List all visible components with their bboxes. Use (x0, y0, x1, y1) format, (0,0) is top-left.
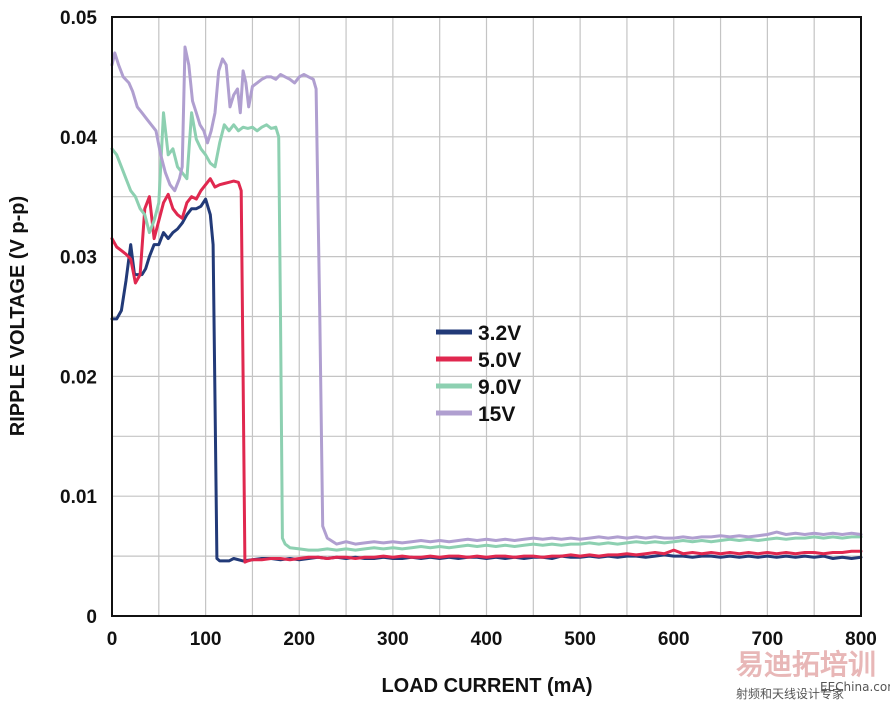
grid (112, 17, 861, 616)
x-tick-label: 700 (752, 629, 784, 650)
y-tick-label: 0.05 (60, 8, 97, 29)
x-tick-label: 800 (845, 629, 877, 650)
x-tick-label: 200 (283, 629, 315, 650)
y-axis-title: RIPPLE VOLTAGE (V p-p) (7, 196, 29, 436)
series-line-9.0V (110, 111, 863, 552)
watermark: 易迪拓培训 EEChina.com 射频和天线设计专家 (736, 648, 890, 701)
series-line-5.0V (110, 177, 863, 564)
legend-label: 15V (478, 403, 515, 426)
x-tick-label: 400 (471, 629, 503, 650)
x-tick-label: 600 (658, 629, 690, 650)
y-tick-label: 0.04 (60, 128, 97, 149)
y-tick-label: 0.02 (60, 367, 97, 388)
y-tick-labels: 0 0.01 0.02 0.03 0.04 0.05 (60, 8, 97, 628)
series-lines (110, 45, 863, 564)
legend-label: 5.0V (478, 349, 521, 372)
plot-frame (111, 16, 862, 617)
y-tick-label: 0.03 (60, 248, 97, 269)
x-tick-label: 300 (377, 629, 409, 650)
legend-label: 3.2V (478, 322, 521, 345)
series-line-15V (110, 45, 863, 546)
y-tick-label: 0.01 (60, 487, 97, 508)
x-tick-label: 500 (564, 629, 596, 650)
watermark-site-text: EEChina.com (820, 680, 890, 694)
watermark-main-text: 易迪拓培训 (736, 648, 876, 681)
x-tick-labels: 0 100 200 300 400 500 600 700 800 (107, 629, 877, 650)
x-tick-label: 0 (107, 629, 118, 650)
y-tick-label: 0 (86, 607, 97, 628)
watermark-sub-text: 射频和天线设计专家 (736, 686, 844, 701)
x-tick-label: 100 (190, 629, 222, 650)
x-axis-title: LOAD CURRENT (mA) (381, 675, 592, 697)
legend: 3.2V 5.0V 9.0V 15V (436, 322, 521, 426)
legend-label: 9.0V (478, 376, 521, 399)
